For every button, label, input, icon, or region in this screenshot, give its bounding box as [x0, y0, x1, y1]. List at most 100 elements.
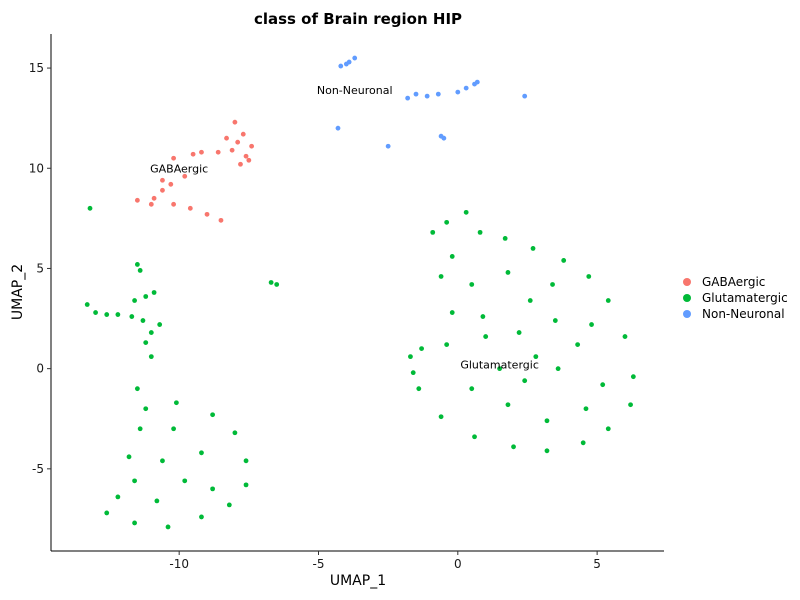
data-point-1-72 — [140, 318, 146, 323]
data-point-1-39 — [589, 322, 594, 327]
legend-key-1 — [683, 294, 691, 302]
x-tick-label-2: 0 — [454, 557, 462, 571]
data-point-2-11 — [435, 91, 441, 97]
legend: GABAergic Glutamatergic Non-Neuronal — [683, 275, 788, 321]
data-point-1-61 — [171, 426, 177, 432]
data-point-0-6 — [249, 143, 255, 149]
data-point-1-2 — [430, 229, 436, 235]
data-point-1-13 — [580, 440, 586, 446]
data-point-1-74 — [148, 330, 154, 335]
data-point-1-54 — [132, 520, 137, 526]
data-point-1-68 — [93, 310, 98, 315]
data-point-0-4 — [224, 135, 229, 141]
legend-key-0 — [683, 278, 691, 286]
data-point-1-75 — [143, 340, 149, 345]
data-point-1-1 — [444, 219, 450, 225]
data-point-1-0 — [463, 209, 469, 215]
data-point-0-8 — [190, 151, 196, 157]
legend-label-1: Glutamatergic — [702, 291, 788, 305]
data-point-0-15 — [148, 201, 154, 207]
data-point-1-57 — [132, 478, 137, 484]
data-point-1-26 — [469, 282, 475, 287]
data-point-0-18 — [204, 211, 210, 217]
y-tick-label-2: 5 — [36, 261, 44, 275]
data-point-0-12 — [160, 187, 165, 193]
data-point-1-55 — [104, 510, 110, 516]
data-point-0-7 — [215, 149, 221, 155]
data-point-0-17 — [187, 205, 193, 211]
data-point-1-40 — [550, 282, 555, 287]
data-point-1-79 — [151, 290, 157, 295]
data-point-0-0 — [235, 139, 241, 145]
data-point-1-33 — [497, 366, 503, 372]
data-point-0-21 — [160, 177, 165, 183]
data-point-2-16 — [441, 135, 447, 141]
data-point-1-14 — [544, 448, 550, 454]
y-axis-ticks: -5 0 5 10 15 — [29, 61, 51, 476]
x-tick-label-0: -10 — [169, 557, 189, 571]
data-point-0-11 — [168, 181, 174, 187]
data-point-2-13 — [335, 125, 341, 131]
data-point-0-2 — [243, 153, 249, 159]
legend-key-2 — [683, 310, 691, 318]
data-point-1-12 — [605, 426, 611, 432]
data-point-0-9 — [171, 155, 177, 161]
y-tick-label-3: 10 — [29, 161, 44, 175]
data-point-1-20 — [408, 354, 413, 360]
data-point-1-5 — [530, 246, 536, 251]
data-point-1-23 — [449, 310, 455, 315]
data-point-1-45 — [134, 386, 140, 392]
data-point-1-58 — [126, 454, 132, 460]
data-point-1-22 — [444, 342, 450, 348]
data-point-1-8 — [605, 298, 611, 303]
data-point-1-49 — [243, 458, 249, 464]
data-point-0-3 — [229, 147, 235, 153]
data-point-1-6 — [561, 258, 567, 263]
data-point-1-59 — [137, 426, 143, 432]
data-point-0-14 — [134, 197, 140, 203]
chart-title: class of Brain region HIP — [254, 10, 462, 28]
data-point-1-32 — [533, 354, 539, 360]
data-point-2-3 — [343, 61, 349, 67]
data-point-1-37 — [583, 406, 589, 412]
x-axis-label: UMAP_1 — [330, 573, 386, 589]
data-point-1-17 — [438, 414, 444, 420]
data-point-2-4 — [455, 89, 461, 95]
data-point-1-47 — [210, 412, 216, 418]
data-point-1-66 — [160, 458, 165, 464]
data-point-1-80 — [87, 205, 93, 211]
data-point-1-63 — [182, 478, 188, 484]
data-point-1-60 — [143, 406, 149, 412]
data-point-1-76 — [148, 354, 154, 360]
points-layer — [84, 55, 636, 530]
data-point-1-15 — [511, 444, 516, 450]
data-point-2-5 — [463, 85, 469, 91]
data-point-0-5 — [238, 161, 243, 167]
data-point-1-18 — [416, 386, 422, 392]
data-point-1-29 — [527, 298, 533, 303]
data-point-1-62 — [199, 450, 204, 456]
data-point-1-46 — [173, 400, 179, 406]
data-point-1-9 — [622, 334, 628, 339]
data-point-1-53 — [165, 524, 171, 530]
data-point-1-82 — [137, 268, 143, 273]
data-point-1-16 — [472, 434, 477, 440]
data-point-1-38 — [600, 382, 606, 388]
data-point-1-78 — [143, 294, 149, 299]
data-point-0-13 — [151, 195, 157, 201]
data-point-1-10 — [630, 374, 636, 380]
data-point-1-11 — [628, 402, 633, 408]
data-point-1-19 — [410, 370, 416, 376]
data-point-1-43 — [555, 366, 561, 372]
data-point-1-69 — [104, 312, 110, 317]
data-point-1-64 — [154, 498, 160, 504]
x-tick-label-3: 5 — [593, 557, 601, 571]
data-point-2-14 — [385, 143, 391, 149]
data-point-1-31 — [575, 342, 581, 348]
x-axis-ticks: -10 -5 0 5 — [169, 551, 601, 571]
cluster-label-0: GABAergic — [150, 162, 208, 175]
data-point-2-9 — [413, 91, 419, 97]
cluster-labels-layer: GABAergic Glutamatergic Non-Neuronal — [150, 84, 539, 372]
data-point-2-10 — [424, 93, 430, 99]
data-point-1-84 — [274, 282, 280, 287]
